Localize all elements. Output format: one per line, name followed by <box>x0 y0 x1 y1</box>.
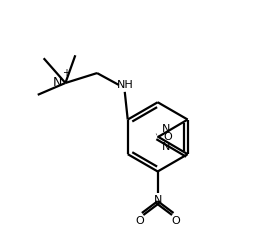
Text: O: O <box>163 131 172 141</box>
Text: NH: NH <box>116 80 133 90</box>
Text: N: N <box>162 124 170 134</box>
Text: O: O <box>171 215 180 225</box>
Text: N: N <box>162 141 170 151</box>
Text: +: + <box>62 68 70 78</box>
Text: N: N <box>53 76 62 89</box>
Text: N: N <box>154 194 162 204</box>
Text: O: O <box>135 215 144 225</box>
